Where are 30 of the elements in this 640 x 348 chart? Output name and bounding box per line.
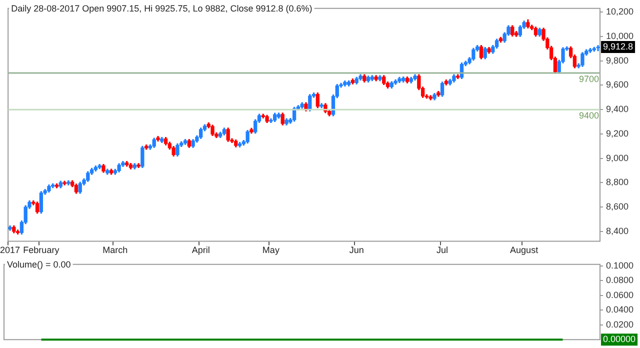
x-tick-label: 2017 <box>0 245 20 256</box>
y-tick-label: 9,600 <box>606 80 629 90</box>
annotation: 0.00000 <box>603 334 636 344</box>
x-tick-label: May <box>262 245 280 256</box>
y-tick-label: 0.0400 <box>606 304 634 315</box>
y-tick-label: 10,000 <box>606 30 634 41</box>
y-tick-label: 10,200 <box>606 6 634 17</box>
x-tick-label: March <box>102 245 128 256</box>
y-tick-label: 8,800 <box>606 177 629 188</box>
annotation: 9,912.8 <box>603 42 634 52</box>
y-tick-label: 9,200 <box>606 128 629 138</box>
candlestick <box>596 45 600 52</box>
y-tick-label: 0.1000 <box>606 260 634 270</box>
y-tick-label: 9,800 <box>606 55 629 66</box>
y-tick-label: 0.0200 <box>606 319 634 330</box>
chart-title: Daily 28-08-2017 Open 9907.15, Hi 9925.75, Lo 9882, Close 9912.8 (0.6%) <box>11 3 312 14</box>
ref-line-label: 9400 <box>578 110 599 121</box>
y-tick-label: 0.0600 <box>606 290 634 300</box>
y-tick-label: 8,600 <box>606 202 629 212</box>
x-tick-label: Jul <box>436 245 448 256</box>
y-tick-label: 9,000 <box>606 152 629 163</box>
y-tick-label: 8,400 <box>606 226 629 236</box>
ref-line-label: 9700 <box>578 74 599 84</box>
x-tick-label: August <box>510 245 539 256</box>
chart-title: Volume() = 0.00 <box>7 259 71 270</box>
y-tick-label: 9,400 <box>606 104 629 114</box>
x-tick-label: Jun <box>349 245 364 256</box>
x-tick-label: April <box>192 245 210 256</box>
y-tick-label: 0.0800 <box>606 275 634 286</box>
x-tick-label: February <box>23 245 60 256</box>
